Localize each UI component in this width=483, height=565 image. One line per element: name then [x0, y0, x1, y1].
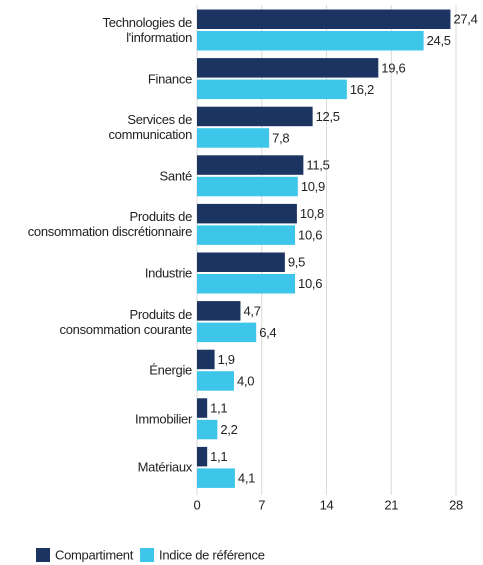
value-label: 10,8	[300, 206, 324, 221]
category-label: Santé	[159, 168, 193, 184]
value-label: 1,1	[210, 449, 227, 464]
value-label: 4,0	[237, 373, 254, 388]
x-tick-label: 14	[320, 497, 334, 512]
bar	[197, 468, 235, 488]
value-label: 10,6	[298, 276, 322, 291]
bar	[197, 446, 208, 467]
bar	[197, 176, 298, 197]
value-label: 9,5	[288, 255, 305, 270]
bar	[197, 106, 313, 127]
bar	[197, 79, 347, 100]
value-label: 19,6	[381, 60, 405, 75]
value-label: 27,4	[453, 12, 477, 27]
legend-swatch	[36, 548, 50, 562]
value-label: 2,2	[220, 422, 237, 437]
category-label: Industrie	[144, 265, 192, 281]
legend-label: Indice de référence	[159, 547, 265, 562]
bar	[197, 9, 451, 29]
bar	[197, 203, 297, 224]
category-label: Produits de consommation courante	[59, 306, 193, 337]
x-tick-label: 7	[258, 497, 265, 512]
bar	[197, 252, 285, 272]
bar	[197, 155, 304, 175]
bar	[197, 419, 218, 440]
bar	[197, 322, 257, 343]
value-label: 1,9	[218, 352, 235, 367]
value-label: 4,7	[243, 303, 260, 318]
value-label: 10,6	[298, 228, 322, 243]
value-label: 7,8	[272, 130, 289, 145]
value-label: 11,5	[306, 157, 329, 172]
bar	[197, 349, 215, 370]
category-label: Finance	[147, 71, 192, 87]
category-label: Technologies de l'information	[102, 15, 193, 45]
bar	[197, 58, 379, 78]
category-label: Produits de consommation discrétionnaire	[27, 209, 193, 240]
bar	[197, 371, 234, 391]
bar	[197, 398, 208, 418]
bar	[197, 31, 424, 51]
category-label: Énergie	[149, 362, 192, 378]
legend-label: Compartiment	[55, 547, 134, 562]
value-label: 10,9	[301, 179, 325, 194]
x-tick-label: 0	[194, 497, 201, 512]
value-label: 1,1	[210, 400, 227, 415]
category-label: Immobilier	[135, 411, 192, 427]
value-label: 12,5	[316, 109, 340, 124]
bar	[197, 128, 270, 148]
bar	[197, 301, 241, 321]
legend-swatch	[140, 548, 155, 562]
category-label: Services de communication	[108, 112, 192, 143]
value-label: 6,4	[259, 325, 276, 340]
category-label: Matériaux	[137, 459, 193, 475]
bar	[197, 274, 296, 294]
bar	[197, 225, 296, 245]
value-label: 16,2	[350, 82, 374, 97]
x-tick-label: 21	[384, 497, 398, 512]
value-label: 4,1	[238, 471, 255, 486]
value-label: 24,5	[427, 33, 451, 48]
x-tick-label: 28	[449, 497, 463, 512]
